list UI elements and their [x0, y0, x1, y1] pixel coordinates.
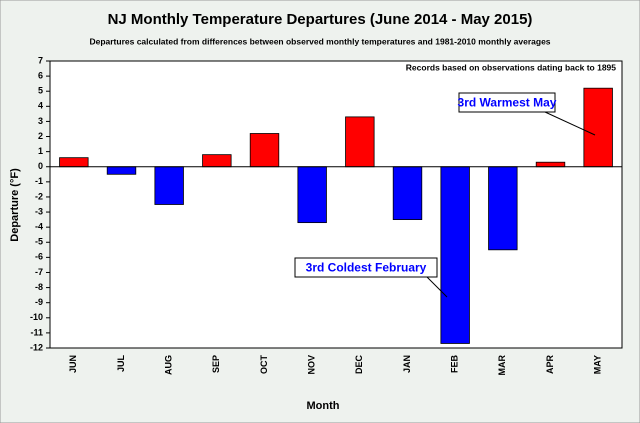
- x-axis-title: Month: [307, 400, 340, 412]
- x-tick-label: OCT: [259, 355, 269, 375]
- y-tick-label: -1: [35, 176, 43, 186]
- y-tick-label: -2: [35, 191, 43, 201]
- y-axis-title: Departure (°F): [9, 168, 21, 242]
- bar: [249, 133, 280, 168]
- bar: [535, 161, 566, 168]
- y-tick-label: 2: [38, 131, 43, 141]
- y-tick-label: -11: [30, 327, 43, 337]
- x-tick-label: DEC: [354, 355, 364, 375]
- y-tick-label: -7: [35, 267, 43, 277]
- y-tick-label: -3: [35, 206, 43, 216]
- chart-subtitle: Departures calculated from differences b…: [89, 36, 550, 46]
- bar: [440, 166, 470, 344]
- bar: [202, 154, 232, 168]
- x-tick-label: FEB: [450, 354, 460, 373]
- annotation-box: [294, 257, 438, 278]
- annotation-arrow: [426, 276, 448, 298]
- y-tick-label: 7: [38, 55, 43, 65]
- x-tick-label: MAY: [593, 355, 603, 374]
- bar: [488, 166, 518, 251]
- y-tick-label: -8: [35, 282, 43, 292]
- x-tick-label: NOV: [307, 355, 317, 375]
- bar: [154, 166, 184, 205]
- x-tick-label: JUL: [116, 355, 126, 373]
- annotation-box: [458, 92, 556, 113]
- y-tick-label: 6: [38, 70, 43, 80]
- y-tick-label: 5: [38, 86, 43, 96]
- annotation: 3rd Warmest May: [458, 96, 557, 110]
- y-tick-label: -12: [30, 342, 43, 352]
- x-tick-label: JUN: [68, 355, 78, 373]
- note: Records based on observations dating bac…: [406, 62, 616, 72]
- y-tick-label: 1: [38, 146, 43, 156]
- x-tick-label: APR: [545, 355, 555, 375]
- annotation-arrow: [544, 111, 596, 136]
- bar: [583, 87, 613, 168]
- bar: [59, 157, 89, 168]
- x-tick-label: SEP: [211, 355, 221, 373]
- bar: [297, 166, 327, 224]
- bar: [392, 166, 423, 221]
- y-tick-label: -4: [35, 222, 43, 232]
- y-tick-label: -10: [30, 312, 43, 322]
- y-tick-label: 4: [38, 101, 43, 111]
- bar: [106, 166, 137, 175]
- x-tick-label: MAR: [497, 355, 507, 376]
- y-tick-label: 3: [38, 116, 43, 126]
- y-tick-label: -5: [35, 237, 43, 247]
- chart-title: NJ Monthly Temperature Departures (June …: [108, 11, 533, 28]
- y-tick-label: 0: [38, 161, 43, 171]
- x-tick-label: AUG: [164, 355, 174, 375]
- y-tick-label: -9: [35, 297, 43, 307]
- annotation: 3rd Coldest February: [306, 261, 427, 275]
- x-tick-label: JAN: [402, 355, 412, 373]
- y-tick-label: -6: [35, 252, 43, 262]
- bar: [345, 116, 375, 168]
